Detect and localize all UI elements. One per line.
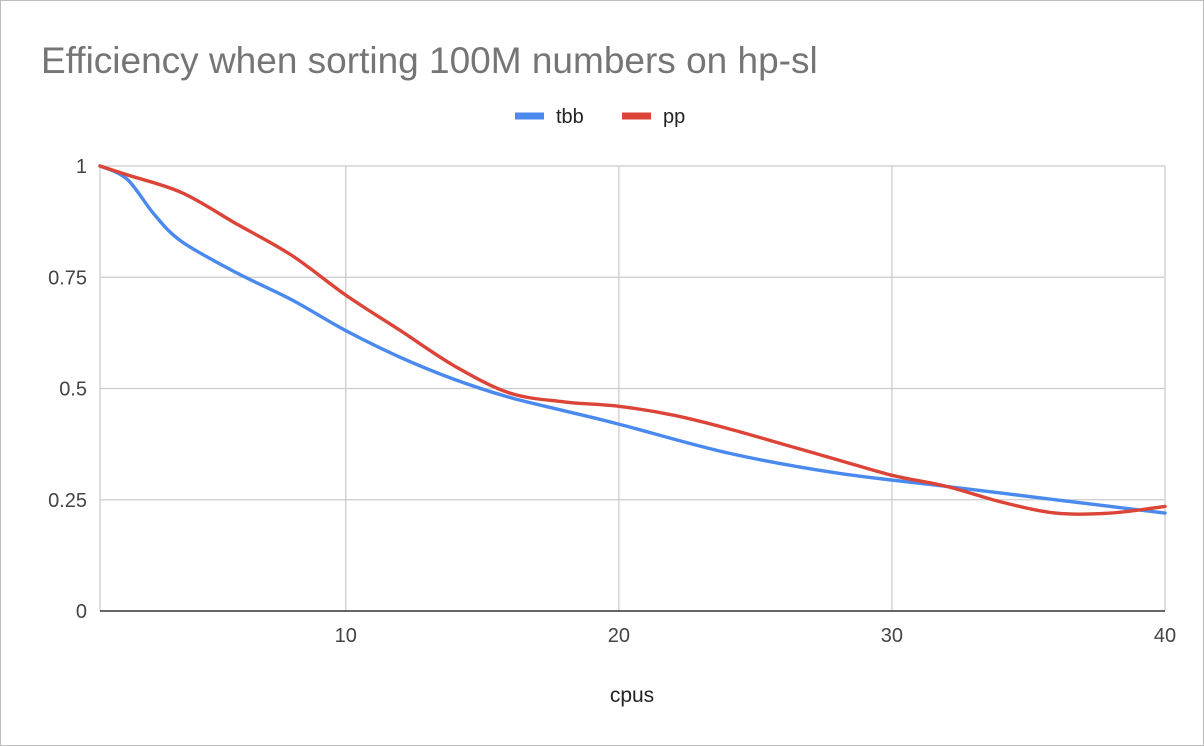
legend-label-tbb: tbb <box>556 106 584 128</box>
legend-item-pp[interactable]: pp <box>622 106 685 128</box>
y-tick-label: 0.25 <box>48 490 87 512</box>
gridlines <box>99 165 1166 611</box>
x-tick-label: 30 <box>881 625 903 647</box>
y-tick-label: 0 <box>76 601 87 623</box>
legend-item-tbb[interactable]: tbb <box>515 106 584 128</box>
x-tick-label: 10 <box>335 625 357 647</box>
x-axis-tick-labels: 10 20 30 40 <box>335 625 1176 647</box>
x-axis-title: cpus <box>610 684 654 707</box>
chart-title: Efficiency when sorting 100M numbers on … <box>41 40 818 81</box>
x-tick-label: 20 <box>608 625 630 647</box>
y-tick-label: 1 <box>76 156 87 178</box>
series-lines <box>98 164 1167 516</box>
legend: tbb pp <box>515 106 685 128</box>
y-tick-label: 0.75 <box>48 267 87 289</box>
legend-label-pp: pp <box>663 106 685 128</box>
series-line-pp[interactable] <box>98 164 1167 516</box>
y-axis-tick-labels: 0 0.25 0.5 0.75 1 <box>48 156 87 623</box>
y-tick-label: 0.5 <box>59 379 87 401</box>
series-line-tbb[interactable] <box>98 164 1167 515</box>
x-tick-label: 40 <box>1154 625 1176 647</box>
